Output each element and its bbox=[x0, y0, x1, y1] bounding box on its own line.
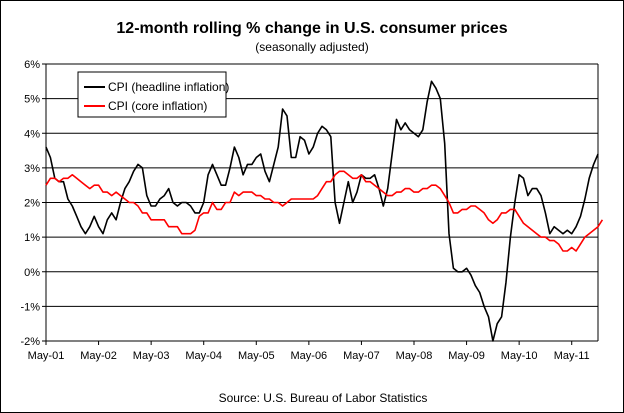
y-tick-label: 4% bbox=[24, 128, 40, 140]
y-tick-label: 3% bbox=[24, 163, 40, 175]
gridlines bbox=[42, 63, 598, 342]
series-lines bbox=[45, 80, 604, 342]
x-tick-label: May-01 bbox=[28, 350, 65, 362]
y-tick-label: 6% bbox=[24, 59, 40, 71]
y-axis-tick-labels: -2% -1% 0% 1% 2% 3% 4% 5% 6% bbox=[20, 59, 40, 348]
y-tick-label: 2% bbox=[24, 198, 40, 210]
chart-subtitle: (seasonally adjusted) bbox=[255, 40, 368, 54]
x-tick-label: May-03 bbox=[133, 350, 170, 362]
x-tick-label: May-09 bbox=[448, 350, 485, 362]
y-tick-label: -2% bbox=[20, 336, 40, 348]
legend-label-core: CPI (core inflation) bbox=[108, 99, 207, 113]
x-tick-label: May-10 bbox=[501, 350, 538, 362]
series-line-core bbox=[45, 170, 604, 252]
x-tick-label: May-06 bbox=[291, 350, 328, 362]
legend: CPI (headline inflation) CPI (core infla… bbox=[77, 71, 229, 118]
x-tick-label: May-05 bbox=[238, 350, 275, 362]
y-tick-label: 1% bbox=[24, 232, 40, 244]
legend-label-headline: CPI (headline inflation) bbox=[108, 80, 229, 94]
x-tick-label: May-08 bbox=[396, 350, 433, 362]
x-tick-label: May-07 bbox=[343, 350, 380, 362]
series-line-headline bbox=[45, 80, 599, 342]
legend-box bbox=[77, 71, 227, 118]
x-tick-label: May-04 bbox=[185, 350, 222, 362]
x-tick-label: May-02 bbox=[80, 350, 117, 362]
chart-title: 12-month rolling % change in U.S. consum… bbox=[116, 20, 507, 37]
axes bbox=[45, 64, 599, 345]
y-tick-label: 5% bbox=[24, 94, 40, 106]
x-tick-label: May-11 bbox=[554, 350, 590, 362]
y-tick-label: 0% bbox=[24, 267, 40, 279]
x-axis-tick-labels: May-01 May-02 May-03 May-04 May-05 May-06 May-… bbox=[28, 350, 590, 362]
y-tick-label: -1% bbox=[20, 301, 40, 313]
source-note: Source: U.S. Bureau of Labor Statistics bbox=[219, 391, 428, 405]
